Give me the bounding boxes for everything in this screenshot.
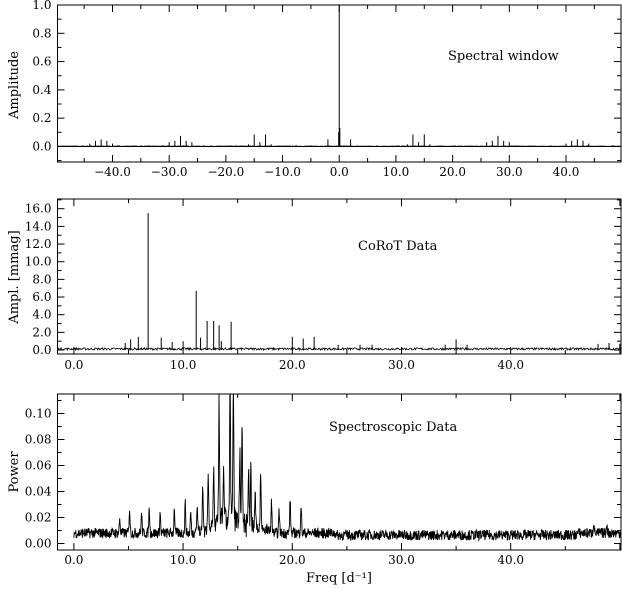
x-tick-label: 30.0	[388, 358, 415, 372]
y-tick-label: 0.0	[32, 139, 51, 153]
x-tick-label: −20.0	[207, 165, 244, 179]
y-tick-label: 0.04	[25, 485, 52, 499]
y-tick-label: 0.10	[25, 407, 52, 421]
x-tick-label: 40.0	[497, 553, 524, 567]
plot-frame	[57, 393, 622, 551]
y-tick-label: 0.0	[32, 343, 51, 357]
x-tick-label: 0.0	[64, 553, 83, 567]
y-axis-label: Ampl. [mmag]	[7, 230, 22, 324]
x-tick-label: 30.0	[388, 553, 415, 567]
plot-frame	[57, 198, 622, 355]
spectroscopic-data-panel: Spectroscopic Data Power Freq [d⁻¹] 0.0 1…	[7, 393, 622, 586]
x-tick-label: 30.0	[496, 165, 523, 179]
x-tick-label: 0.0	[64, 358, 83, 372]
y-tick-label: 0.4	[32, 83, 51, 97]
y-tick-label: 4.0	[32, 308, 51, 322]
power-spectrum-line	[73, 394, 621, 542]
noise-trace	[57, 346, 621, 352]
x-tick-label: 20.0	[279, 553, 306, 567]
y-tick-label: 0.08	[25, 433, 52, 447]
x-tick-label: −30.0	[151, 165, 188, 179]
x-tick-label: 20.0	[439, 165, 466, 179]
x-tick-label: 40.0	[497, 358, 524, 372]
y-axis-label: Power	[7, 451, 22, 493]
y-tick-label: 0.6	[32, 55, 51, 69]
y-tick-label: 8.0	[32, 272, 51, 286]
plot-area	[73, 394, 621, 542]
spectral-window-panel: Spectral window Amplitude −40.0 −30.0 −20.…	[7, 0, 622, 179]
y-tick-label: 6.0	[32, 290, 51, 304]
y-tick-label: 12.0	[25, 237, 52, 251]
x-tick-label: 10.0	[383, 165, 410, 179]
x-axis-label: Freq [d⁻¹]	[306, 571, 372, 586]
y-tick-label: 10.0	[25, 255, 52, 269]
y-tick-label: 1.0	[32, 0, 51, 12]
corot-data-panel: CoRoT Data Ampl. [mmag] 0.0 10.0 20.0 30.0 4…	[7, 198, 622, 372]
y-tick-label: 14.0	[25, 219, 52, 233]
plot-area	[57, 213, 621, 352]
y-tick-label: 2.0	[32, 325, 51, 339]
panel-annotation: Spectral window	[448, 49, 559, 64]
panel-annotation: Spectroscopic Data	[329, 420, 458, 435]
x-tick-label: 0.0	[330, 165, 349, 179]
y-tick-label: 16.0	[25, 202, 52, 216]
x-tick-label: −10.0	[264, 165, 301, 179]
x-tick-label: 10.0	[170, 358, 197, 372]
y-tick-label: 0.8	[32, 26, 51, 40]
x-tick-label: 40.0	[553, 165, 580, 179]
y-tick-label: 0.02	[25, 511, 52, 525]
y-tick-label: 0.2	[32, 111, 51, 125]
panel-annotation: CoRoT Data	[358, 239, 438, 254]
x-tick-label: −40.0	[94, 165, 131, 179]
plot-area	[57, 5, 621, 147]
y-tick-label: 0.06	[25, 459, 52, 473]
x-tick-label: 10.0	[170, 553, 197, 567]
y-axis-label: Amplitude	[7, 51, 22, 120]
y-tick-label: 0.00	[25, 537, 52, 551]
x-tick-label: 20.0	[279, 358, 306, 372]
